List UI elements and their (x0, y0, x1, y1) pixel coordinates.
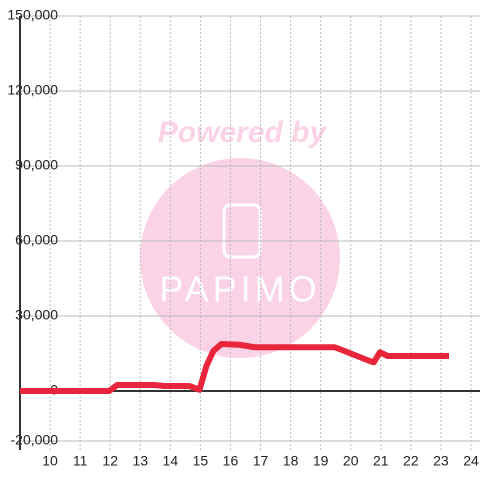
series-line (20, 341, 450, 394)
x-tick-label: 24 (463, 453, 479, 469)
x-tick-label: 21 (373, 453, 389, 469)
x-tick-label: 20 (343, 453, 359, 469)
x-tick-label: 23 (433, 453, 449, 469)
x-tick-label: 10 (42, 453, 58, 469)
y-tick-label: 60,000 (15, 232, 58, 248)
x-tick-label: 12 (102, 453, 118, 469)
y-tick-label: 150,000 (7, 7, 58, 23)
x-tick-label: 13 (132, 453, 148, 469)
x-tick-label: 11 (73, 453, 88, 469)
x-tick-label: 15 (193, 453, 209, 469)
x-tick-label: 22 (403, 453, 419, 469)
watermark-brand: PAPIMO (159, 269, 320, 310)
y-tick-label: 30,000 (15, 307, 58, 323)
x-tick-label: 19 (313, 453, 329, 469)
watermark-text: Powered by (158, 116, 328, 149)
y-tick-label: 90,000 (15, 157, 58, 173)
y-tick-label: -20,000 (11, 432, 59, 448)
x-tick-label: 16 (223, 453, 239, 469)
x-tick-label: 14 (163, 453, 179, 469)
watermark-icon (222, 203, 262, 259)
x-tick-label: 17 (253, 453, 269, 469)
x-tick-label: 18 (283, 453, 299, 469)
y-tick-label: 120,000 (7, 82, 58, 98)
